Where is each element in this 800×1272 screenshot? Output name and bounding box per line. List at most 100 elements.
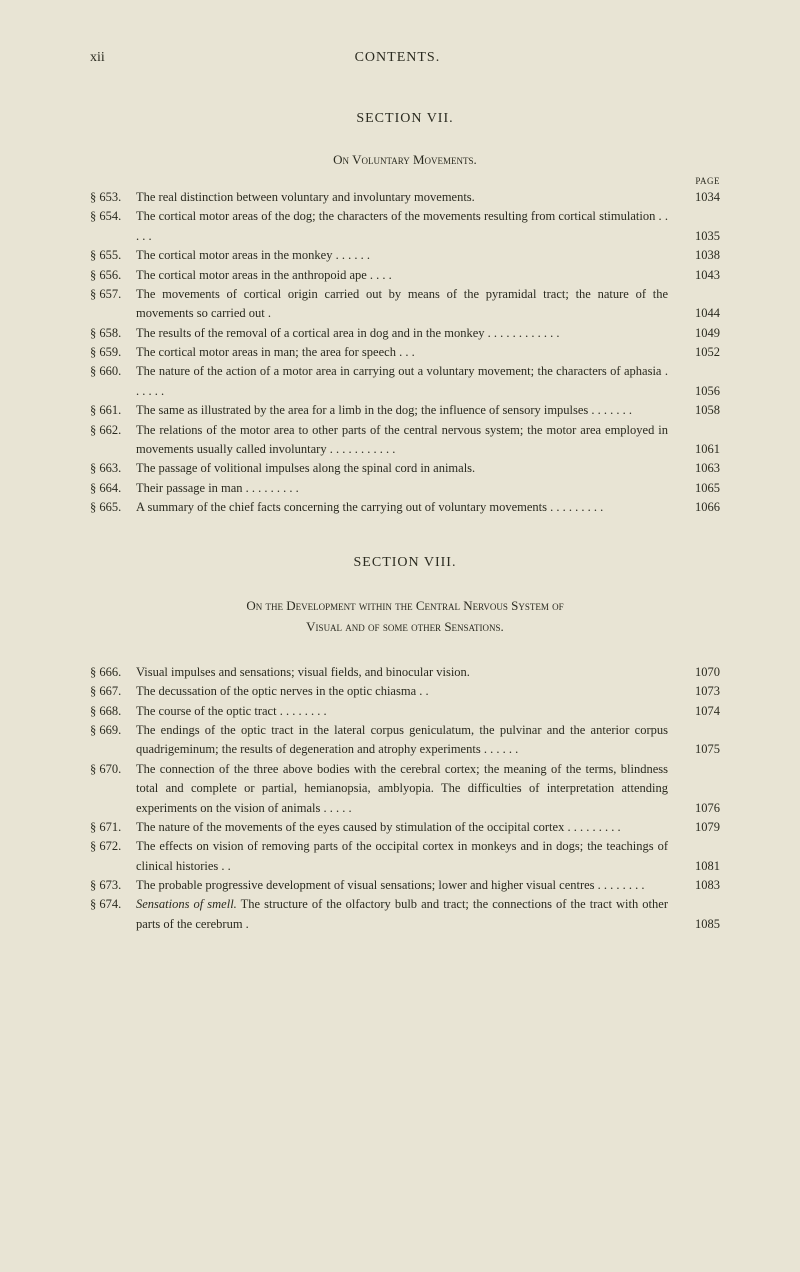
toc-entry: § 670.The connection of the three above … xyxy=(90,760,720,818)
entry-page: 1035 xyxy=(680,227,720,246)
toc-entry: § 671.The nature of the movements of the… xyxy=(90,818,720,837)
entry-ref: § 672. xyxy=(90,837,136,856)
entry-ref: § 653. xyxy=(90,188,136,207)
section-8-subtitle-line2: Visual and of some other Sensations. xyxy=(306,619,504,634)
entry-ref: § 668. xyxy=(90,702,136,721)
toc-entry: § 669.The endings of the optic tract in … xyxy=(90,721,720,760)
page-label: PAGE xyxy=(90,176,720,186)
entry-ref: § 667. xyxy=(90,682,136,701)
entry-page: 1052 xyxy=(680,343,720,362)
toc-entry: § 657.The movements of cortical origin c… xyxy=(90,285,720,324)
entry-text: A summary of the chief facts concerning … xyxy=(136,498,680,517)
entry-ref: § 660. xyxy=(90,362,136,381)
entry-page: 1079 xyxy=(680,818,720,837)
entry-text: The movements of cortical origin carried… xyxy=(136,285,680,324)
entry-text: The decussation of the optic nerves in t… xyxy=(136,682,680,701)
entry-ref: § 669. xyxy=(90,721,136,740)
entry-page: 1075 xyxy=(680,740,720,759)
entry-text-italic: Sensations of smell. xyxy=(136,897,237,911)
toc-entry: § 665.A summary of the chief facts conce… xyxy=(90,498,720,517)
toc-entry: § 659.The cortical motor areas in man; t… xyxy=(90,343,720,362)
toc-entry: § 661.The same as illustrated by the are… xyxy=(90,401,720,420)
page-header: xii CONTENTS. xyxy=(90,50,720,66)
entry-text: Sensations of smell. The structure of th… xyxy=(136,895,680,934)
toc-entry: § 667.The decussation of the optic nerve… xyxy=(90,682,720,701)
entry-text: The results of the removal of a cortical… xyxy=(136,324,680,343)
entry-text: The same as illustrated by the area for … xyxy=(136,401,680,420)
entry-ref: § 662. xyxy=(90,421,136,440)
toc-entry: § 658.The results of the removal of a co… xyxy=(90,324,720,343)
entry-page: 1061 xyxy=(680,440,720,459)
entry-ref: § 663. xyxy=(90,459,136,478)
entry-ref: § 673. xyxy=(90,876,136,895)
entry-text: The probable progressive development of … xyxy=(136,876,680,895)
entry-text: The nature of the action of a motor area… xyxy=(136,362,680,401)
entry-ref: § 657. xyxy=(90,285,136,304)
entry-page: 1038 xyxy=(680,246,720,265)
entry-ref: § 659. xyxy=(90,343,136,362)
toc-entry: § 653.The real distinction between volun… xyxy=(90,188,720,207)
entry-page: 1056 xyxy=(680,382,720,401)
toc-entry: § 668.The course of the optic tract . . … xyxy=(90,702,720,721)
toc-entry: § 655.The cortical motor areas in the mo… xyxy=(90,246,720,265)
entry-ref: § 664. xyxy=(90,479,136,498)
entry-text: The real distinction between voluntary a… xyxy=(136,188,680,207)
toc-entry: § 660.The nature of the action of a moto… xyxy=(90,362,720,401)
entry-ref: § 665. xyxy=(90,498,136,517)
entry-ref: § 666. xyxy=(90,663,136,682)
entry-text: The cortical motor areas in man; the are… xyxy=(136,343,680,362)
toc-entry: § 674.Sensations of smell. The structure… xyxy=(90,895,720,934)
entry-ref: § 670. xyxy=(90,760,136,779)
entry-page: 1085 xyxy=(680,915,720,934)
entry-text: The cortical motor areas in the monkey .… xyxy=(136,246,680,265)
entry-page: 1058 xyxy=(680,401,720,420)
entry-text: Visual impulses and sensations; visual f… xyxy=(136,663,680,682)
section-8-subtitle: On the Development within the Central Ne… xyxy=(90,596,720,638)
toc-entry: § 666.Visual impulses and sensations; vi… xyxy=(90,663,720,682)
toc-entry: § 672.The effects on vision of removing … xyxy=(90,837,720,876)
entry-ref: § 655. xyxy=(90,246,136,265)
entry-text: The course of the optic tract . . . . . … xyxy=(136,702,680,721)
entry-text: The endings of the optic tract in the la… xyxy=(136,721,680,760)
running-head: CONTENTS. xyxy=(355,50,441,66)
entry-page: 1065 xyxy=(680,479,720,498)
toc-entry: § 656.The cortical motor areas in the an… xyxy=(90,266,720,285)
entry-ref: § 674. xyxy=(90,895,136,914)
entry-text: The cortical motor areas of the dog; the… xyxy=(136,207,680,246)
entry-page: 1076 xyxy=(680,799,720,818)
entry-text: The effects on vision of removing parts … xyxy=(136,837,680,876)
entry-page: 1049 xyxy=(680,324,720,343)
entry-text: The cortical motor areas in the anthropo… xyxy=(136,266,680,285)
toc-entry: § 654.The cortical motor areas of the do… xyxy=(90,207,720,246)
entry-ref: § 671. xyxy=(90,818,136,837)
entry-text: Their passage in man . . . . . . . . . xyxy=(136,479,680,498)
toc-entry: § 673.The probable progressive developme… xyxy=(90,876,720,895)
entry-page: 1081 xyxy=(680,857,720,876)
section-7-entries: § 653.The real distinction between volun… xyxy=(90,188,720,517)
entry-page: 1073 xyxy=(680,682,720,701)
toc-entry: § 662.The relations of the motor area to… xyxy=(90,421,720,460)
entry-page: 1074 xyxy=(680,702,720,721)
entry-page: 1043 xyxy=(680,266,720,285)
section-8-entries: § 666.Visual impulses and sensations; vi… xyxy=(90,663,720,934)
entry-page: 1034 xyxy=(680,188,720,207)
entry-page: 1083 xyxy=(680,876,720,895)
entry-page: 1066 xyxy=(680,498,720,517)
entry-page: 1063 xyxy=(680,459,720,478)
entry-page: 1044 xyxy=(680,304,720,323)
section-7-title: SECTION VII. xyxy=(90,111,720,127)
entry-page: 1070 xyxy=(680,663,720,682)
section-8-subtitle-line1: On the Development within the Central Ne… xyxy=(246,598,563,613)
entry-ref: § 661. xyxy=(90,401,136,420)
page-number: xii xyxy=(90,50,105,66)
entry-ref: § 656. xyxy=(90,266,136,285)
entry-text: The relations of the motor area to other… xyxy=(136,421,680,460)
entry-text: The connection of the three above bodies… xyxy=(136,760,680,818)
entry-ref: § 654. xyxy=(90,207,136,226)
entry-text: The passage of volitional impulses along… xyxy=(136,459,680,478)
toc-entry: § 664.Their passage in man . . . . . . .… xyxy=(90,479,720,498)
section-7-subtitle: On Voluntary Movements. xyxy=(90,152,720,168)
section-8-title: SECTION VIII. xyxy=(90,555,720,571)
entry-ref: § 658. xyxy=(90,324,136,343)
entry-text: The nature of the movements of the eyes … xyxy=(136,818,680,837)
